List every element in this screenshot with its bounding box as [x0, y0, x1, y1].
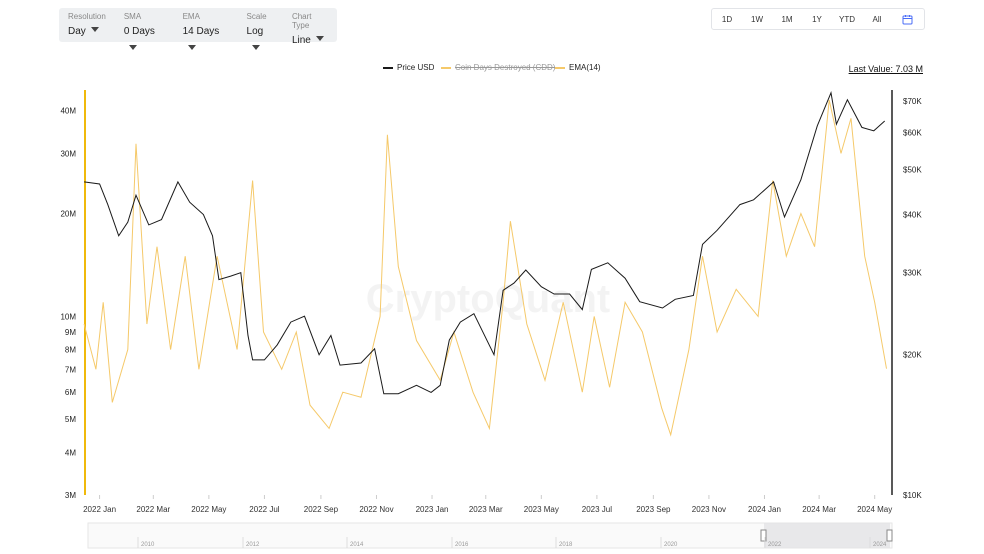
right-axis-tick-label: $60K	[903, 128, 922, 137]
x-axis-tick-label: 2023 Nov	[692, 505, 726, 514]
x-axis-tick-label: 2023 Jan	[416, 505, 449, 514]
x-axis-tick-label: 2022 Mar	[136, 505, 170, 514]
legend-label-cdd: Coin Days Destroyed (CDD)	[455, 63, 556, 72]
navigator-year-label: 2016	[455, 542, 469, 548]
x-axis-tick-label: 2024 Jan	[748, 505, 781, 514]
legend-item-ema[interactable]: EMA(14)	[555, 63, 601, 72]
series-line-price	[84, 91, 886, 395]
time-range-selector: 1D 1W 1M 1Y YTD All	[711, 8, 925, 30]
left-axis-tick-label: 7M	[65, 365, 76, 374]
x-axis-tick-label: 2024 Mar	[802, 505, 836, 514]
ema-select[interactable]: EMA 14 Days	[174, 8, 238, 51]
range-button-1m[interactable]: 1M	[781, 14, 793, 24]
left-axis: 3M 4M 5M 6M 7M 8M 9M 10M 20M 30M 40M	[60, 107, 76, 500]
legend-label-ema: EMA(14)	[569, 63, 601, 72]
calendar-icon[interactable]	[892, 14, 922, 25]
series-line-ema	[83, 99, 887, 437]
ema-value: 14 Days	[182, 26, 220, 37]
resolution-label: Resolution	[68, 12, 106, 21]
navigator-year-label: 2024	[873, 542, 887, 548]
range-navigator[interactable]: 2010 2012 2014 2016 2018 2020 2022 2024	[87, 522, 893, 549]
navigator-year-label: 2020	[664, 542, 678, 548]
right-axis-tick-label: $50K	[903, 165, 922, 174]
x-axis: 2022 Jan 2022 Mar 2022 May 2022 Jul 2022 Sep…	[83, 495, 892, 514]
navigator-year-label: 2022	[768, 542, 782, 548]
x-axis-tick-label: 2022 Nov	[359, 505, 393, 514]
scale-select[interactable]: Scale Log	[238, 8, 283, 51]
x-axis-tick-label: 2023 May	[524, 505, 559, 514]
x-axis-tick-label: 2022 Sep	[304, 505, 339, 514]
chart-type-select[interactable]: Chart Type Line	[283, 8, 337, 46]
x-axis-tick-label: 2023 Sep	[636, 505, 671, 514]
last-value-link[interactable]: Last Value: 7.03 M	[848, 64, 923, 74]
ema-label: EMA	[182, 12, 200, 21]
x-axis-tick-label: 2022 May	[191, 505, 226, 514]
scale-value: Log	[246, 26, 264, 37]
sma-label: SMA	[123, 12, 142, 21]
chart-legend: Price USD Coin Days Destroyed (CDD) EMA(…	[0, 63, 984, 77]
chart-type-label: Chart Type	[291, 12, 312, 30]
chevron-down-icon	[315, 36, 324, 42]
legend-swatch-cdd	[441, 66, 451, 69]
sma-value: 0 Days	[123, 26, 155, 37]
chevron-down-icon	[251, 45, 260, 51]
left-axis-tick-label: 9M	[65, 328, 76, 337]
x-axis-tick-label: 2023 Jul	[582, 505, 612, 514]
resolution-value: Day	[68, 26, 86, 37]
right-axis-tick-label: $40K	[903, 210, 922, 219]
range-button-all[interactable]: All	[872, 14, 882, 24]
legend-label-price: Price USD	[397, 63, 435, 72]
chevron-down-icon	[90, 27, 99, 33]
left-axis-tick-label: 40M	[60, 107, 76, 116]
chevron-down-icon	[187, 45, 196, 51]
left-axis-tick-label: 20M	[60, 210, 76, 219]
x-axis-tick-label: 2024 May	[857, 505, 892, 514]
left-axis-tick-label: 4M	[65, 448, 76, 457]
navigator-track[interactable]	[87, 522, 893, 549]
chart-type-value: Line	[291, 35, 311, 46]
navigator-year-label: 2014	[350, 542, 364, 548]
legend-swatch-price	[383, 66, 393, 69]
navigator-year-label: 2012	[246, 542, 260, 548]
scale-label: Scale	[246, 12, 267, 21]
navigator-handle-left[interactable]	[760, 529, 767, 542]
range-button-1d[interactable]: 1D	[721, 14, 733, 24]
sma-select[interactable]: SMA 0 Days	[115, 8, 174, 51]
left-axis-tick-label: 3M	[65, 491, 76, 500]
right-axis-tick-label: $20K	[903, 351, 922, 360]
x-axis-tick-label: 2022 Jul	[249, 505, 279, 514]
right-axis-tick-label: $70K	[903, 97, 922, 106]
chart-settings-bar: Resolution Day SMA 0 Days EMA 14 Days Sc…	[59, 8, 337, 51]
right-axis: $10K $20K $30K $40K $50K $60K $70K	[903, 97, 922, 500]
right-axis-tick-label: $30K	[903, 269, 922, 278]
left-axis-tick-label: 30M	[60, 149, 76, 158]
right-axis-tick-label: $10K	[903, 491, 922, 500]
x-axis-tick-label: 2022 Jan	[83, 505, 116, 514]
range-button-ytd[interactable]: YTD	[839, 14, 855, 24]
navigator-selection[interactable]	[764, 523, 890, 548]
chevron-down-icon	[128, 45, 137, 51]
left-axis-tick-label: 10M	[60, 312, 76, 321]
range-button-1y[interactable]: 1Y	[812, 14, 822, 24]
navigator-year-label: 2018	[559, 542, 573, 548]
range-button-1w[interactable]: 1W	[751, 14, 763, 24]
legend-item-price[interactable]: Price USD	[383, 63, 434, 72]
left-axis-tick-label: 6M	[65, 388, 76, 397]
resolution-select[interactable]: Resolution Day	[59, 8, 115, 42]
navigator-handle-right[interactable]	[886, 529, 893, 542]
x-axis-tick-label: 2023 Mar	[469, 505, 503, 514]
left-axis-tick-label: 5M	[65, 415, 76, 424]
legend-item-cdd[interactable]: Coin Days Destroyed (CDD)	[441, 63, 555, 72]
legend-swatch-ema	[555, 66, 565, 69]
left-axis-tick-label: 8M	[65, 345, 76, 354]
navigator-year-label: 2010	[141, 542, 155, 548]
